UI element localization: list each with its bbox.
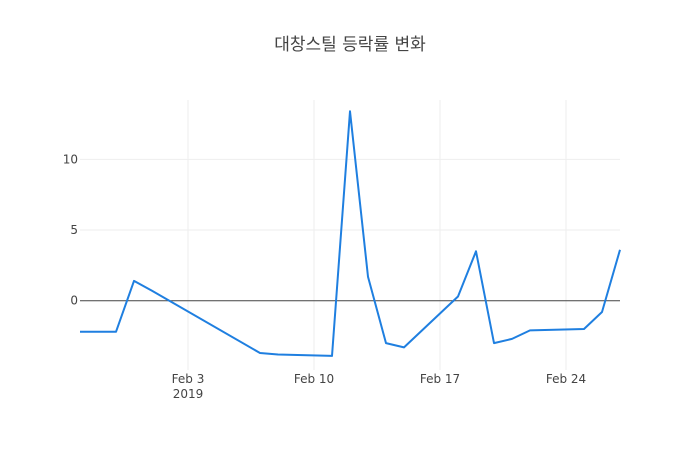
x-tick-label: Feb 10 bbox=[294, 372, 334, 386]
x-tick-label: Feb 3 bbox=[172, 372, 205, 386]
series-line bbox=[80, 110, 621, 357]
chart-title: 대창스틸 등락률 변화 bbox=[274, 35, 426, 55]
y-tick-label: 5 bbox=[70, 223, 78, 237]
x-tick-year-label: 2019 bbox=[173, 387, 204, 401]
y-tick-label: 10 bbox=[63, 152, 78, 166]
x-tick-label: Feb 24 bbox=[546, 372, 586, 386]
x-tick-label: Feb 17 bbox=[420, 372, 460, 386]
series-layer bbox=[80, 110, 621, 357]
y-tick-label: 0 bbox=[70, 294, 78, 308]
